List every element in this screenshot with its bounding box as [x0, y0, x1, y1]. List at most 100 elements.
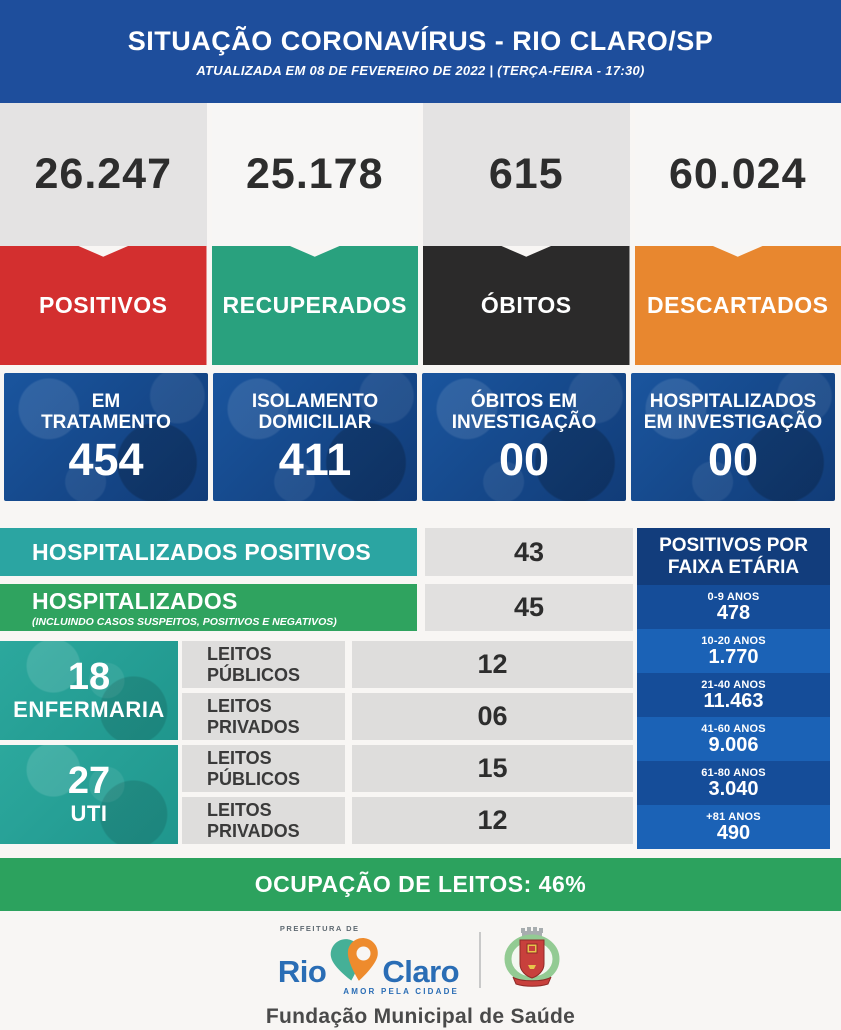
box-label-line1: HOSPITALIZADOS — [650, 391, 816, 412]
box-label-line2: EM INVESTIGAÇÃO — [644, 412, 822, 433]
age-row-label: +81 ANOS — [706, 811, 761, 823]
box-em-tratamento-label: EM TRATAMENTO — [41, 391, 171, 435]
enfermaria-rows: LEITOS PÚBLICOS 12 LEITOS PRIVADOS 06 — [182, 641, 633, 740]
age-row-value: 9.006 — [708, 735, 758, 756]
page-title: SITUAÇÃO CORONAVÍRUS - RIO CLARO/SP — [128, 26, 714, 57]
organization-name: Fundação Municipal de Saúde — [266, 1005, 575, 1029]
hospital-section: HOSPITALIZADOS POSITIVOS 43 HOSPITALIZAD… — [0, 528, 841, 849]
row-hospitalizados-positivos-value: 43 — [425, 528, 633, 576]
age-row-label: 10-20 ANOS — [701, 635, 766, 647]
box-isolamento-label: ISOLAMENTO DOMICILIAR — [252, 391, 378, 435]
rio-claro-wordmark: Rio Claro — [278, 933, 459, 986]
box-label-line2: DOMICILIAR — [259, 412, 372, 433]
age-row-value: 11.463 — [703, 691, 763, 712]
age-groups-title-line1: POSITIVOS POR — [659, 535, 808, 556]
bar-label-subtext: (INCLUINDO CASOS SUSPEITOS, POSITIVOS E … — [32, 616, 417, 628]
stat-obitos-label: ÓBITOS — [423, 246, 630, 365]
logo-claro-text: Claro — [382, 957, 459, 986]
age-row-value: 478 — [717, 603, 750, 624]
box-hospitalizados-investigacao-label: HOSPITALIZADOS EM INVESTIGAÇÃO — [644, 391, 822, 435]
footer-logos: PREFEITURA DE Rio Claro AMOR PELA CIDADE — [278, 924, 563, 996]
enfermaria-name: ENFERMARIA — [13, 697, 165, 723]
age-row-81-plus: +81 ANOS 490 — [637, 805, 830, 849]
age-row-value: 1.770 — [708, 647, 758, 668]
coat-of-arms-icon — [501, 925, 563, 996]
stat-recuperados: 25.178 RECUPERADOS — [212, 103, 419, 365]
age-row-0-9: 0-9 ANOS 478 — [637, 585, 830, 629]
row-hospitalizados-positivos: HOSPITALIZADOS POSITIVOS 43 — [0, 528, 633, 576]
stat-obitos: 615 ÓBITOS — [423, 103, 630, 365]
box-label-line2: INVESTIGAÇÃO — [452, 412, 597, 433]
box-isolamento: ISOLAMENTO DOMICILIAR 411 — [213, 373, 417, 501]
stat-recuperados-label: RECUPERADOS — [212, 246, 419, 365]
leitos-privados-label: LEITOS PRIVADOS — [182, 797, 345, 844]
box-obitos-investigacao-label: ÓBITOS EM INVESTIGAÇÃO — [452, 391, 597, 435]
age-groups-panel: POSITIVOS POR FAIXA ETÁRIA 0-9 ANOS 478 … — [637, 528, 830, 849]
row-hospitalizados: HOSPITALIZADOS (INCLUINDO CASOS SUSPEITO… — [0, 584, 633, 631]
uti-rows: LEITOS PÚBLICOS 15 LEITOS PRIVADOS 12 — [182, 745, 633, 844]
update-timestamp: ATUALIZADA EM 08 DE FEVEREIRO DE 2022 | … — [196, 63, 644, 78]
box-isolamento-value: 411 — [279, 436, 352, 483]
bar-label-text: HOSPITALIZADOS — [32, 588, 417, 615]
stat-descartados-value: 60.024 — [635, 103, 841, 246]
row-hospitalizados-label: HOSPITALIZADOS (INCLUINDO CASOS SUSPEITO… — [0, 584, 417, 631]
leitos-privados-label: LEITOS PRIVADOS — [182, 693, 345, 740]
stat-descartados: 60.024 DESCARTADOS — [635, 103, 841, 365]
leitos-publicos-value: 15 — [352, 745, 633, 792]
age-row-value: 490 — [717, 823, 750, 844]
occupancy-banner: OCUPAÇÃO DE LEITOS: 46% — [0, 858, 841, 911]
logo-rio-text: Rio — [278, 957, 326, 986]
prefeitura-label: PREFEITURA DE — [280, 924, 459, 933]
stat-positivos: 26.247 POSITIVOS — [0, 103, 207, 365]
table-row: LEITOS PRIVADOS 06 — [182, 693, 633, 740]
block-uti: 27 UTI LEITOS PÚBLICOS 15 LEITOS PRIVADO… — [0, 745, 633, 844]
box-hospitalizados-investigacao: HOSPITALIZADOS EM INVESTIGAÇÃO 00 — [631, 373, 835, 501]
map-pins-icon — [327, 936, 381, 989]
stat-obitos-value: 615 — [423, 103, 630, 246]
leitos-publicos-label: LEITOS PÚBLICOS — [182, 641, 345, 688]
box-em-tratamento: EM TRATAMENTO 454 — [4, 373, 208, 501]
summary-stats: 26.247 POSITIVOS 25.178 RECUPERADOS 615 … — [0, 103, 841, 365]
age-row-label: 0-9 ANOS — [708, 591, 760, 603]
table-row: LEITOS PRIVADOS 12 — [182, 797, 633, 844]
stat-recuperados-value: 25.178 — [212, 103, 419, 246]
age-row-label: 41-60 ANOS — [701, 723, 766, 735]
leitos-publicos-label: LEITOS PÚBLICOS — [182, 745, 345, 792]
box-hospitalizados-investigacao-value: 00 — [708, 436, 758, 483]
age-row-label: 21-40 ANOS — [701, 679, 766, 691]
footer: PREFEITURA DE Rio Claro AMOR PELA CIDADE — [0, 911, 841, 1030]
leitos-publicos-value: 12 — [352, 641, 633, 688]
age-row-41-60: 41-60 ANOS 9.006 — [637, 717, 830, 761]
age-row-61-80: 61-80 ANOS 3.040 — [637, 761, 830, 805]
row-hospitalizados-value: 45 — [425, 584, 633, 631]
investigation-boxes: EM TRATAMENTO 454 ISOLAMENTO DOMICILIAR … — [0, 373, 841, 501]
uti-total: 27 — [68, 762, 110, 802]
stat-descartados-label: DESCARTADOS — [635, 246, 841, 365]
uti-name: UTI — [71, 801, 108, 827]
leitos-privados-value: 06 — [352, 693, 633, 740]
leitos-privados-value: 12 — [352, 797, 633, 844]
age-row-label: 61-80 ANOS — [701, 767, 766, 779]
block-enfermaria-side: 18 ENFERMARIA — [0, 641, 178, 740]
hospital-left-column: HOSPITALIZADOS POSITIVOS 43 HOSPITALIZAD… — [0, 528, 633, 849]
box-label-line1: ISOLAMENTO — [252, 391, 378, 412]
logo-divider — [479, 932, 481, 988]
box-em-tratamento-value: 454 — [68, 436, 143, 483]
age-row-10-20: 10-20 ANOS 1.770 — [637, 629, 830, 673]
block-enfermaria: 18 ENFERMARIA LEITOS PÚBLICOS 12 LEITOS … — [0, 641, 633, 740]
bar-label-text: HOSPITALIZADOS POSITIVOS — [32, 539, 417, 566]
stat-positivos-label: POSITIVOS — [0, 246, 207, 365]
stat-positivos-value: 26.247 — [0, 103, 207, 246]
age-row-value: 3.040 — [708, 779, 758, 800]
header-banner: SITUAÇÃO CORONAVÍRUS - RIO CLARO/SP ATUA… — [0, 0, 841, 103]
table-row: LEITOS PÚBLICOS 12 — [182, 641, 633, 688]
age-row-21-40: 21-40 ANOS 11.463 — [637, 673, 830, 717]
table-row: LEITOS PÚBLICOS 15 — [182, 745, 633, 792]
rio-claro-logo: PREFEITURA DE Rio Claro AMOR PELA CIDADE — [278, 924, 459, 996]
row-hospitalizados-positivos-label: HOSPITALIZADOS POSITIVOS — [0, 528, 417, 576]
box-label-line1: EM — [92, 391, 121, 412]
enfermaria-total: 18 — [68, 658, 110, 698]
block-uti-side: 27 UTI — [0, 745, 178, 844]
box-label-line1: ÓBITOS EM — [471, 391, 577, 412]
age-groups-title: POSITIVOS POR FAIXA ETÁRIA — [637, 528, 830, 585]
